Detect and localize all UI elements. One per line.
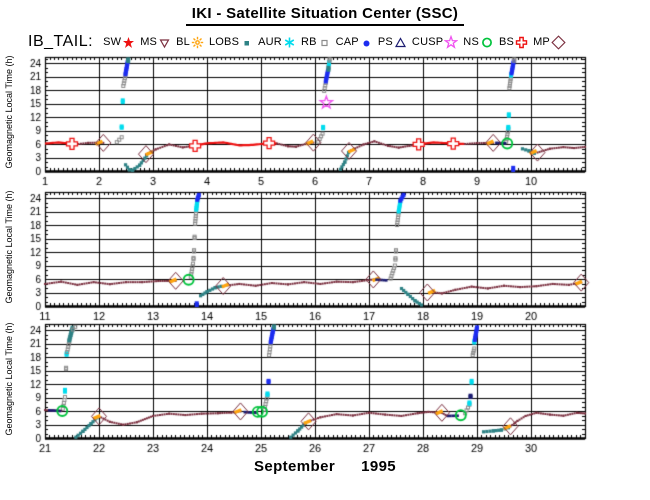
legend-label-cusp: CUSP	[411, 36, 444, 48]
y-axis-label-panel-3: Geomagnetic Local Time (h)	[4, 322, 14, 436]
cap-region-icon	[363, 40, 370, 46]
legend-label-ps: PS	[377, 36, 393, 48]
dataset-label: IB_TAIL:	[28, 33, 94, 50]
page-title: IKI - Satellite Situation Center (SSC)	[185, 5, 465, 26]
aur-region-icon	[284, 37, 295, 47]
cusp-region-icon	[444, 35, 459, 49]
x-axis-month: September	[253, 458, 336, 475]
ns-region-icon	[482, 37, 492, 48]
region-legend: IB_TAIL: SW MS BL	[28, 31, 571, 53]
legend-label-aur: AUR	[258, 36, 282, 48]
y-axis-label-panel-1: Geomagnetic Local Time (h)	[4, 55, 14, 169]
legend-item-cusp: CUSP	[411, 35, 459, 49]
rb-region-icon	[321, 39, 328, 46]
lobs-region-icon	[244, 40, 250, 45]
plot-canvas	[0, 55, 650, 455]
legend-item-mp: MP	[533, 34, 566, 50]
mp-region-icon	[551, 34, 566, 50]
legend-item-sw: SW	[103, 36, 135, 49]
legend-item-lobs: LOBS	[209, 36, 253, 49]
plot-area: Geomagnetic Local Time (h) Geomagnetic L…	[0, 55, 650, 455]
legend-item-cap: CAP	[336, 36, 373, 49]
legend-item-ps: PS	[378, 36, 407, 49]
legend-item-aur: AUR	[258, 36, 296, 49]
page-title-wrap: IKI - Satellite Situation Center (SSC)	[0, 5, 650, 26]
x-axis-year: 1995	[361, 458, 397, 475]
legend-label-rb: RB	[300, 36, 317, 48]
legend-label-cap: CAP	[335, 36, 359, 48]
x-axis-label: September 1995	[0, 458, 650, 475]
bl-region-icon	[191, 36, 204, 48]
legend-label-bl: BL	[176, 36, 190, 48]
legend-item-bl: BL	[176, 36, 204, 49]
legend-item-ms: MS	[140, 36, 171, 49]
legend-label-sw: SW	[103, 36, 122, 48]
sw-region-icon	[123, 36, 135, 48]
legend-label-ms: MS	[140, 36, 158, 48]
bs-region-icon	[515, 36, 528, 48]
legend-label-lobs: LOBS	[208, 36, 240, 48]
ps-region-icon	[394, 36, 406, 47]
legend-label-mp: MP	[533, 36, 550, 48]
legend-item-bs: BS	[499, 36, 528, 49]
legend-label-bs: BS	[498, 36, 515, 48]
y-axis-label-panel-2: Geomagnetic Local Time (h)	[4, 190, 14, 304]
legend-item-rb: RB	[301, 36, 331, 49]
legend-label-ns: NS	[463, 36, 479, 48]
legend-item-ns: NS	[463, 35, 494, 49]
ms-region-icon	[159, 38, 170, 48]
